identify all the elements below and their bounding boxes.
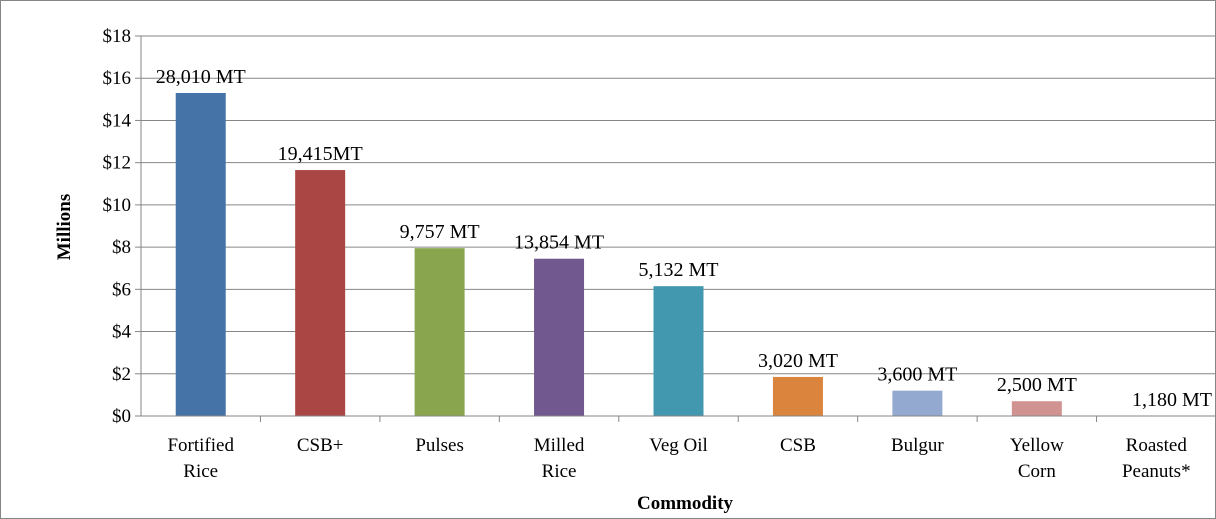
y-tick-label: $12 (103, 153, 132, 174)
data-label: 3,020 MT (758, 350, 838, 372)
y-tick-label: $18 (103, 26, 132, 47)
x-category-label: Fortified Rice (167, 435, 234, 482)
data-label: 9,757 MT (400, 221, 480, 243)
bar (175, 93, 226, 416)
bar (534, 258, 585, 416)
y-tick-label: $4 (112, 322, 132, 343)
data-label: 1,180 MT (1132, 389, 1212, 411)
x-category-label: Bulgur (891, 435, 944, 456)
data-label: 13,854 MT (514, 232, 604, 254)
y-tick-label: $6 (112, 279, 131, 300)
y-tick-label: $10 (103, 195, 132, 216)
x-axis-title: Commodity (637, 493, 734, 514)
bar (772, 376, 823, 416)
data-label: 19,415MT (278, 143, 363, 165)
bar (295, 170, 346, 416)
data-labels: 28,010 MT 19,415MT 9,757 MT 13,854 MT 5,132 … (156, 66, 1212, 411)
x-category-label: CSB (780, 435, 816, 456)
bars (175, 93, 1062, 416)
x-category-label: Roasted Peanuts* (1122, 435, 1191, 482)
x-category-label: Veg Oil (649, 435, 708, 456)
y-tick-label: $0 (112, 406, 131, 427)
y-axis-title: Millions (54, 194, 75, 261)
y-axis-ticks: $0 $2 $4 $6 $8 $10 $12 $14 $16 $18 (103, 26, 141, 427)
y-tick-label: $2 (112, 364, 131, 385)
bar (892, 390, 943, 416)
y-tick-label: $16 (103, 68, 132, 89)
data-label: 2,500 MT (997, 374, 1077, 396)
x-category-label: Milled Rice (534, 435, 585, 482)
x-category-label: Pulses (415, 435, 464, 456)
bar (653, 286, 704, 416)
data-label: 3,600 MT (877, 364, 957, 386)
data-label: 28,010 MT (156, 66, 246, 88)
x-axis-categories: Fortified Rice CSB+ Pulses Milled Rice Veg Oil… (167, 416, 1216, 482)
bar (1011, 401, 1062, 416)
bar (414, 248, 465, 416)
data-label: 5,132 MT (639, 259, 719, 281)
x-category-label: Yellow Corn (1010, 435, 1064, 482)
y-tick-label: $8 (112, 237, 131, 258)
y-tick-label: $14 (103, 110, 132, 131)
x-category-label: CSB+ (297, 435, 344, 456)
